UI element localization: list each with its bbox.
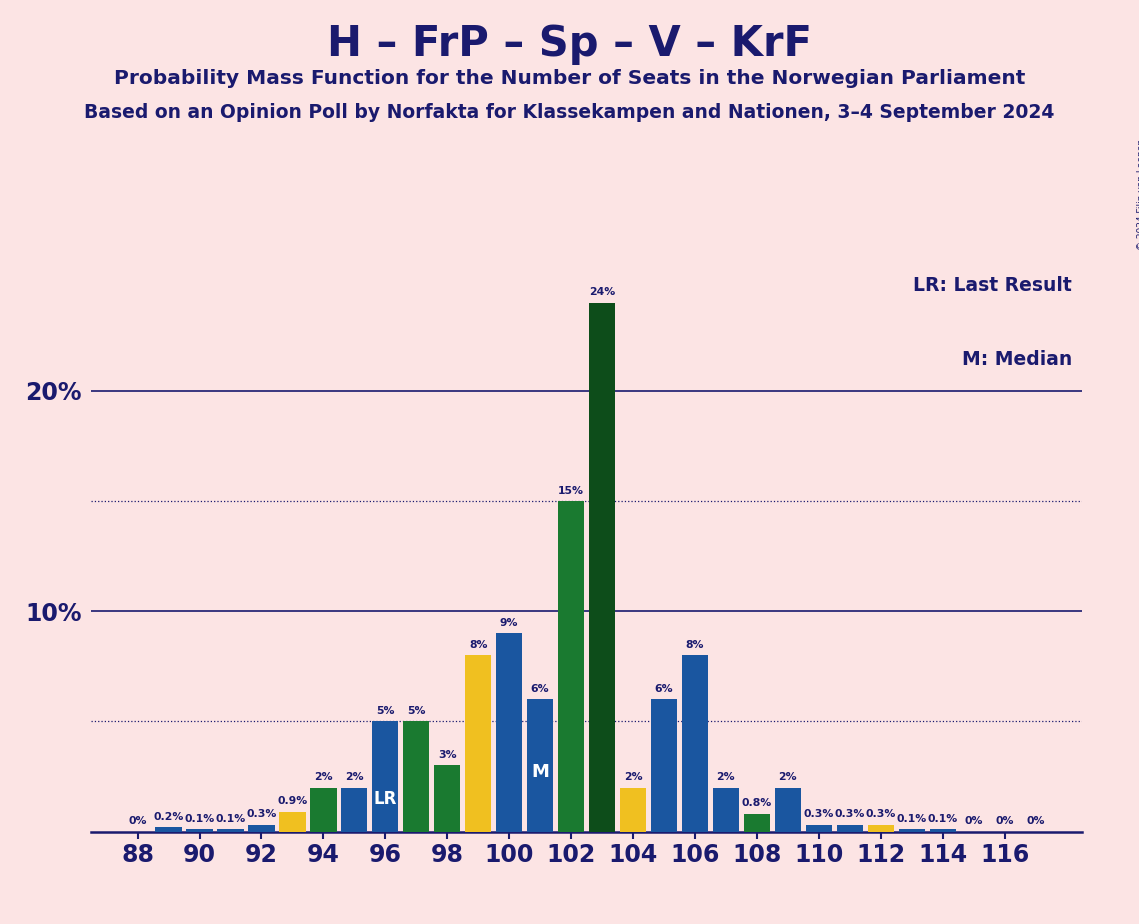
Bar: [868, 825, 894, 832]
Text: LR: LR: [374, 789, 398, 808]
Text: 0.2%: 0.2%: [154, 811, 183, 821]
Text: H – FrP – Sp – V – KrF: H – FrP – Sp – V – KrF: [327, 23, 812, 65]
Text: 24%: 24%: [589, 287, 615, 298]
Bar: [929, 830, 956, 832]
Text: M: Median: M: Median: [962, 350, 1072, 370]
Text: 2%: 2%: [345, 772, 363, 782]
Text: 0.1%: 0.1%: [215, 814, 246, 824]
Text: 2%: 2%: [624, 772, 642, 782]
Bar: [899, 830, 925, 832]
Text: 8%: 8%: [686, 639, 704, 650]
Text: 0%: 0%: [129, 816, 147, 826]
Bar: [682, 655, 708, 832]
Bar: [558, 501, 584, 832]
Bar: [465, 655, 491, 832]
Text: 0.1%: 0.1%: [896, 814, 927, 824]
Text: 0.1%: 0.1%: [927, 814, 958, 824]
Text: 0%: 0%: [995, 816, 1014, 826]
Bar: [403, 722, 429, 832]
Text: 0.3%: 0.3%: [804, 809, 834, 820]
Bar: [744, 814, 770, 832]
Bar: [248, 825, 274, 832]
Bar: [495, 633, 523, 832]
Bar: [434, 765, 460, 832]
Text: 2%: 2%: [314, 772, 333, 782]
Text: © 2024 Filip van Laenen: © 2024 Filip van Laenen: [1137, 139, 1139, 249]
Text: 0%: 0%: [1026, 816, 1044, 826]
Text: 6%: 6%: [655, 684, 673, 694]
Bar: [279, 812, 305, 832]
Bar: [650, 699, 678, 832]
Text: 0.3%: 0.3%: [246, 809, 277, 820]
Text: 2%: 2%: [779, 772, 797, 782]
Text: 9%: 9%: [500, 618, 518, 627]
Bar: [155, 827, 182, 832]
Text: 5%: 5%: [376, 706, 394, 716]
Text: M: M: [531, 763, 549, 781]
Text: 2%: 2%: [716, 772, 736, 782]
Bar: [342, 787, 368, 832]
Text: 3%: 3%: [437, 750, 457, 760]
Bar: [837, 825, 863, 832]
Bar: [218, 830, 244, 832]
Text: Probability Mass Function for the Number of Seats in the Norwegian Parliament: Probability Mass Function for the Number…: [114, 69, 1025, 89]
Text: 8%: 8%: [469, 639, 487, 650]
Text: 0.3%: 0.3%: [835, 809, 865, 820]
Bar: [589, 303, 615, 832]
Text: 0.3%: 0.3%: [866, 809, 896, 820]
Text: 15%: 15%: [558, 486, 584, 495]
Text: 0%: 0%: [965, 816, 983, 826]
Bar: [527, 699, 554, 832]
Text: LR: Last Result: LR: Last Result: [913, 276, 1072, 295]
Bar: [620, 787, 646, 832]
Bar: [805, 825, 831, 832]
Text: 6%: 6%: [531, 684, 549, 694]
Text: 0.9%: 0.9%: [277, 796, 308, 807]
Text: 0.1%: 0.1%: [185, 814, 214, 824]
Bar: [372, 722, 399, 832]
Bar: [187, 830, 213, 832]
Text: 5%: 5%: [407, 706, 426, 716]
Text: 0.8%: 0.8%: [741, 798, 772, 808]
Bar: [310, 787, 336, 832]
Bar: [713, 787, 739, 832]
Text: Based on an Opinion Poll by Norfakta for Klassekampen and Nationen, 3–4 Septembe: Based on an Opinion Poll by Norfakta for…: [84, 103, 1055, 123]
Bar: [775, 787, 801, 832]
